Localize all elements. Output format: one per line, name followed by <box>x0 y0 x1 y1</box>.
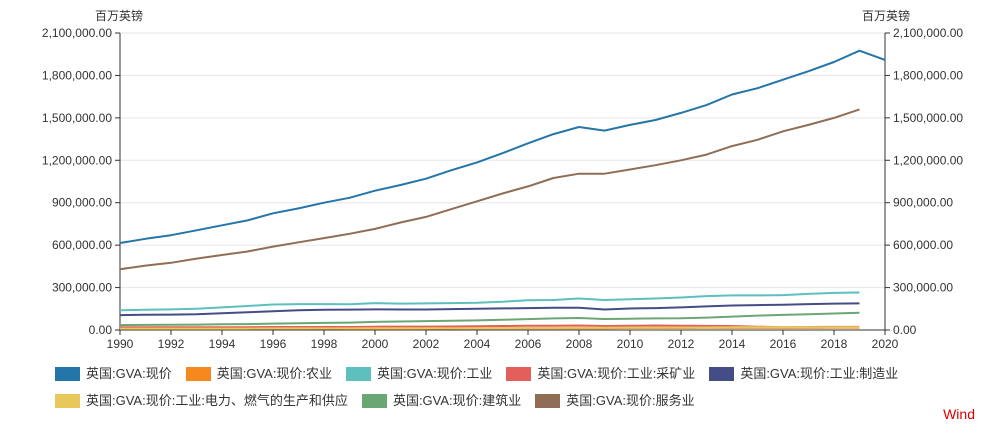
x-tick-label: 2010 <box>617 337 644 351</box>
x-tick-label: 1998 <box>311 337 338 351</box>
series-line <box>119 49 886 244</box>
y-tick-label-right: 1,500,000.00 <box>893 111 963 125</box>
axes: 0.00 0.00 300,000.00 300,000.00 600,000.00 60… <box>42 26 963 351</box>
x-tick-label: 1992 <box>158 337 185 351</box>
legend-swatch <box>346 367 372 381</box>
y-tick-label-right: 600,000.00 <box>893 238 953 252</box>
source-label: Wind <box>943 406 975 422</box>
series-line <box>119 302 860 317</box>
y-tick-label-right: 0.00 <box>893 323 917 337</box>
legend-swatch <box>506 367 532 381</box>
y-tick-label-left: 600,000.00 <box>52 238 112 252</box>
legend: 英国:GVA:现价 英国:GVA:现价:农业 英国:GVA:现价:工业 英国:GVA:… <box>55 362 955 416</box>
gridlines <box>120 32 885 289</box>
legend-item[interactable]: 英国:GVA:现价:工业:制造业 <box>709 362 898 386</box>
y-tick-label-right: 1,200,000.00 <box>893 153 963 167</box>
y-unit-left: 百万英镑 <box>95 8 143 23</box>
y-tick-label-right: 900,000.00 <box>893 196 953 210</box>
legend-swatch <box>361 394 387 408</box>
legend-item[interactable]: 英国:GVA:现价:农业 <box>185 362 333 386</box>
x-tick-label: 1994 <box>209 337 236 351</box>
legend-item[interactable]: 英国:GVA:现价 <box>55 362 172 386</box>
series-line <box>120 326 860 330</box>
x-tick-label: 2020 <box>872 337 899 351</box>
legend-item[interactable]: 英国:GVA:现价:建筑业 <box>361 389 522 413</box>
x-tick-label: 2018 <box>821 337 848 351</box>
y-tick-label-left: 300,000.00 <box>52 281 112 295</box>
legend-label: 英国:GVA:现价:建筑业 <box>392 393 522 408</box>
legend-swatch <box>55 394 80 408</box>
legend-swatch <box>185 367 211 381</box>
y-tick-label-right: 300,000.00 <box>893 281 953 295</box>
y-tick-label-left: 2,100,000.00 <box>42 26 112 40</box>
legend-label: 英国:GVA:现价:工业:制造业 <box>740 366 899 381</box>
y-unit-right: 百万英镑 <box>862 8 910 23</box>
series-lines <box>119 49 886 330</box>
legend-label: 英国:GVA:现价:工业:电力、燃气的生产和供应 <box>86 393 348 408</box>
legend-label: 英国:GVA:现价:农业 <box>216 366 333 381</box>
y-tick-label-left: 1,500,000.00 <box>42 111 112 125</box>
y-tick-label-left: 1,800,000.00 <box>42 68 112 82</box>
legend-item[interactable]: 英国:GVA:现价:服务业 <box>535 389 695 413</box>
legend-label: 英国:GVA:现价 <box>86 366 172 381</box>
series-line <box>120 324 860 329</box>
x-tick-label: 2014 <box>719 337 746 351</box>
y-tick-label-right: 1,800,000.00 <box>893 68 963 82</box>
y-tick-label-left: 900,000.00 <box>52 196 112 210</box>
legend-swatch <box>55 367 80 381</box>
legend-item[interactable]: 英国:GVA:现价:工业 <box>346 362 492 386</box>
legend-swatch <box>709 367 735 381</box>
legend-label: 英国:GVA:现价:工业 <box>377 366 493 381</box>
x-tick-label: 1996 <box>260 337 287 351</box>
x-tick-label: 1990 <box>107 337 134 351</box>
x-tick-label: 2008 <box>566 337 593 351</box>
legend-swatch <box>535 394 561 408</box>
x-tick-label: 2012 <box>668 337 695 351</box>
y-tick-label-left: 1,200,000.00 <box>42 153 112 167</box>
series-line <box>119 311 860 327</box>
line-chart: 0.00 0.00 300,000.00 300,000.00 600,000.00 60… <box>42 8 963 351</box>
legend-item[interactable]: 英国:GVA:现价:工业:采矿业 <box>506 362 695 386</box>
y-tick-label-left: 0.00 <box>89 323 113 337</box>
x-tick-label: 2016 <box>770 337 797 351</box>
x-tick-label: 2006 <box>515 337 542 351</box>
y-tick-label-right: 2,100,000.00 <box>893 26 963 40</box>
x-tick-label: 2002 <box>413 337 440 351</box>
legend-label: 英国:GVA:现价:工业:采矿业 <box>537 366 696 381</box>
series-line <box>119 108 860 271</box>
series-line <box>119 291 860 312</box>
legend-item[interactable]: 英国:GVA:现价:工业:电力、燃气的生产和供应 <box>55 389 348 413</box>
legend-label: 英国:GVA:现价:服务业 <box>566 393 695 408</box>
x-tick-label: 2000 <box>362 337 389 351</box>
x-tick-label: 2004 <box>464 337 491 351</box>
